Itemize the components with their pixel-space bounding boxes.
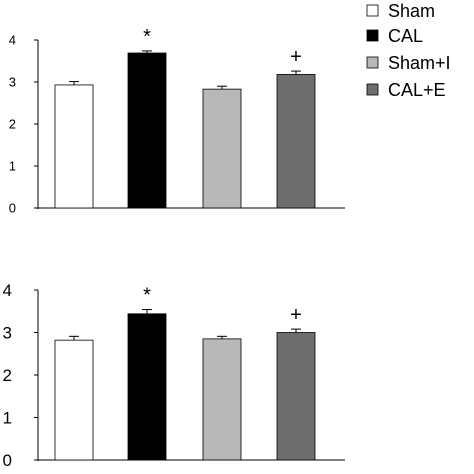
y-tick-label: 3 (3, 324, 12, 343)
bar-cal (127, 52, 167, 209)
significance-star: * (143, 26, 151, 48)
legend-label: CAL+E (388, 80, 446, 100)
significance-star: * (143, 285, 151, 307)
bar-sham (54, 84, 94, 209)
chart-panel-2: 0 1 2 3 4 * + (3, 281, 345, 470)
legend-swatch (366, 29, 379, 42)
y-tick-label: 0 (3, 451, 12, 470)
bar-cal (127, 313, 167, 461)
bar-cal-e (276, 332, 316, 461)
y-tick-label: 3 (9, 75, 16, 90)
y-tick-label: 1 (3, 409, 12, 428)
chart-panel-1: 0 1 2 3 4 * + (9, 26, 345, 216)
significance-plus: + (290, 46, 302, 68)
y-tick-label: 4 (9, 33, 16, 48)
legend-swatch (366, 56, 379, 69)
legend-swatch (366, 4, 379, 17)
bar-cal-e (276, 74, 316, 209)
legend-label: Sham+I (388, 53, 451, 73)
legend-label: Sham (388, 1, 435, 21)
significance-plus: + (290, 304, 302, 326)
legend: Sham CAL Sham+I CAL+E (366, 1, 451, 100)
legend-label: CAL (388, 26, 423, 46)
bar-sham (54, 339, 94, 461)
y-tick-label: 1 (9, 159, 16, 174)
legend-swatch (366, 83, 379, 96)
y-tick-label: 2 (3, 366, 12, 385)
bar-sham-i (202, 338, 242, 461)
bar-sham-i (202, 88, 242, 209)
y-tick-label: 4 (3, 281, 12, 300)
y-tick-label: 0 (9, 201, 16, 216)
y-tick-label: 2 (9, 117, 16, 132)
